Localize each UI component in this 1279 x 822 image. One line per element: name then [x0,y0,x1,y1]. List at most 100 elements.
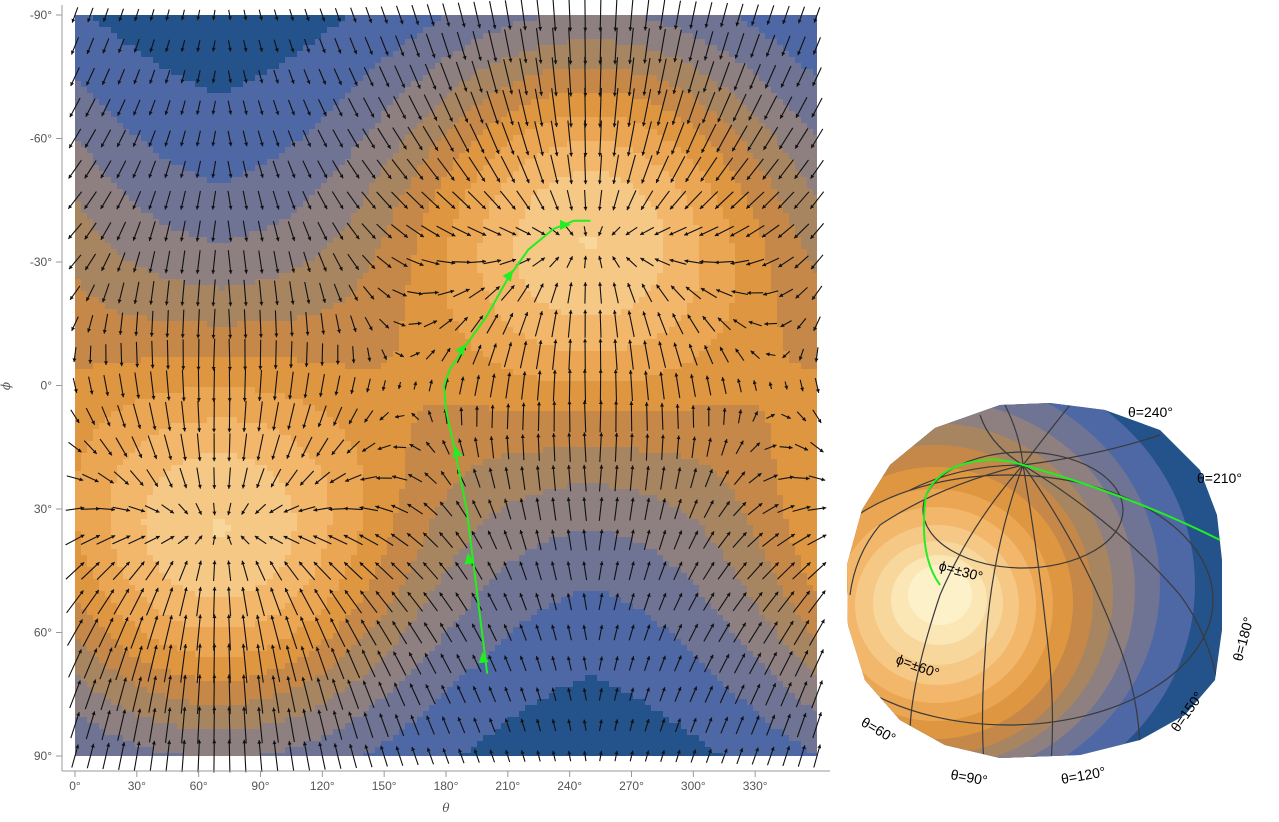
field-cell [267,201,274,208]
field-cell [213,417,220,424]
field-cell [159,141,166,148]
field-cell [111,267,118,274]
field-cell [237,123,244,130]
field-cell [249,225,256,232]
field-cell [249,723,256,730]
field-cell [75,741,82,748]
field-cell [123,747,130,754]
field-cell [75,567,82,574]
field-cell [273,705,280,712]
field-cell [99,423,106,430]
field-cell [207,573,214,580]
field-cell [255,69,262,76]
field-cell [171,117,178,124]
field-cell [135,327,142,334]
field-cell [141,39,148,46]
field-cell [159,747,166,754]
field-cell [105,309,112,316]
field-cell [261,645,268,652]
field-cell [147,579,154,586]
field-cell [93,555,100,562]
field-cell [147,291,154,298]
field-cell [189,633,196,640]
field-cell [117,237,124,244]
field-cell [99,651,106,658]
field-cell [81,693,88,700]
field-cell [201,33,208,40]
field-cell [159,471,166,478]
field-cell [159,195,166,202]
field-cell [273,501,280,508]
field-cell [213,729,220,736]
field-cell [201,633,208,640]
field-cell [273,513,280,520]
field-cell [243,81,250,88]
field-cell [171,645,178,652]
field-cell [303,57,310,64]
field-cell [297,501,304,508]
field-cell [177,21,184,28]
field-cell [129,255,136,262]
field-cell [141,573,148,580]
field-cell [111,411,118,418]
field-cell [309,69,316,76]
field-cell [303,675,310,682]
field-cell [201,585,208,592]
field-cell [111,21,118,28]
field-cell [135,93,142,100]
field-cell [255,285,262,292]
field-cell [195,555,202,562]
field-cell [249,579,256,586]
field-cell [231,321,238,328]
field-cell [231,213,238,220]
field-cell [237,87,244,94]
field-cell [285,375,292,382]
field-cell [231,717,238,724]
field-cell [249,207,256,214]
field-cell [195,273,202,280]
field-cell [207,531,214,538]
field-cell [201,135,208,142]
field-cell [261,105,268,112]
field-cell [291,15,298,22]
field-cell [261,51,268,58]
field-cell [309,753,316,756]
field-cell [309,747,316,754]
field-cell [225,231,232,238]
field-cell [207,39,214,46]
field-cell [279,303,286,310]
field-cell [105,51,112,58]
field-cell [207,369,214,376]
field-cell [261,297,268,304]
field-cell [231,381,238,388]
field-cell [123,249,130,256]
field-cell [225,33,232,40]
field-cell [129,39,136,46]
field-cell [315,45,322,52]
field-cell [159,513,166,520]
field-cell [231,255,238,262]
field-cell [177,159,184,166]
field-cell [207,477,214,484]
field-cell [255,609,262,616]
field-cell [99,183,106,190]
field-cell [129,513,136,520]
field-cell [267,129,274,136]
field-cell [129,297,136,304]
field-cell [105,693,112,700]
field-cell [225,75,232,82]
field-cell [225,165,232,172]
field-cell [141,141,148,148]
field-cell [189,57,196,64]
field-cell [219,51,226,58]
field-cell [75,201,82,208]
field-cell [159,417,166,424]
field-cell [171,75,178,82]
field-cell [141,147,148,154]
field-cell [141,183,148,190]
field-cell [297,123,304,130]
field-cell [87,423,94,430]
field-cell [183,543,190,550]
field-cell [201,705,208,712]
field-cell [81,345,88,352]
